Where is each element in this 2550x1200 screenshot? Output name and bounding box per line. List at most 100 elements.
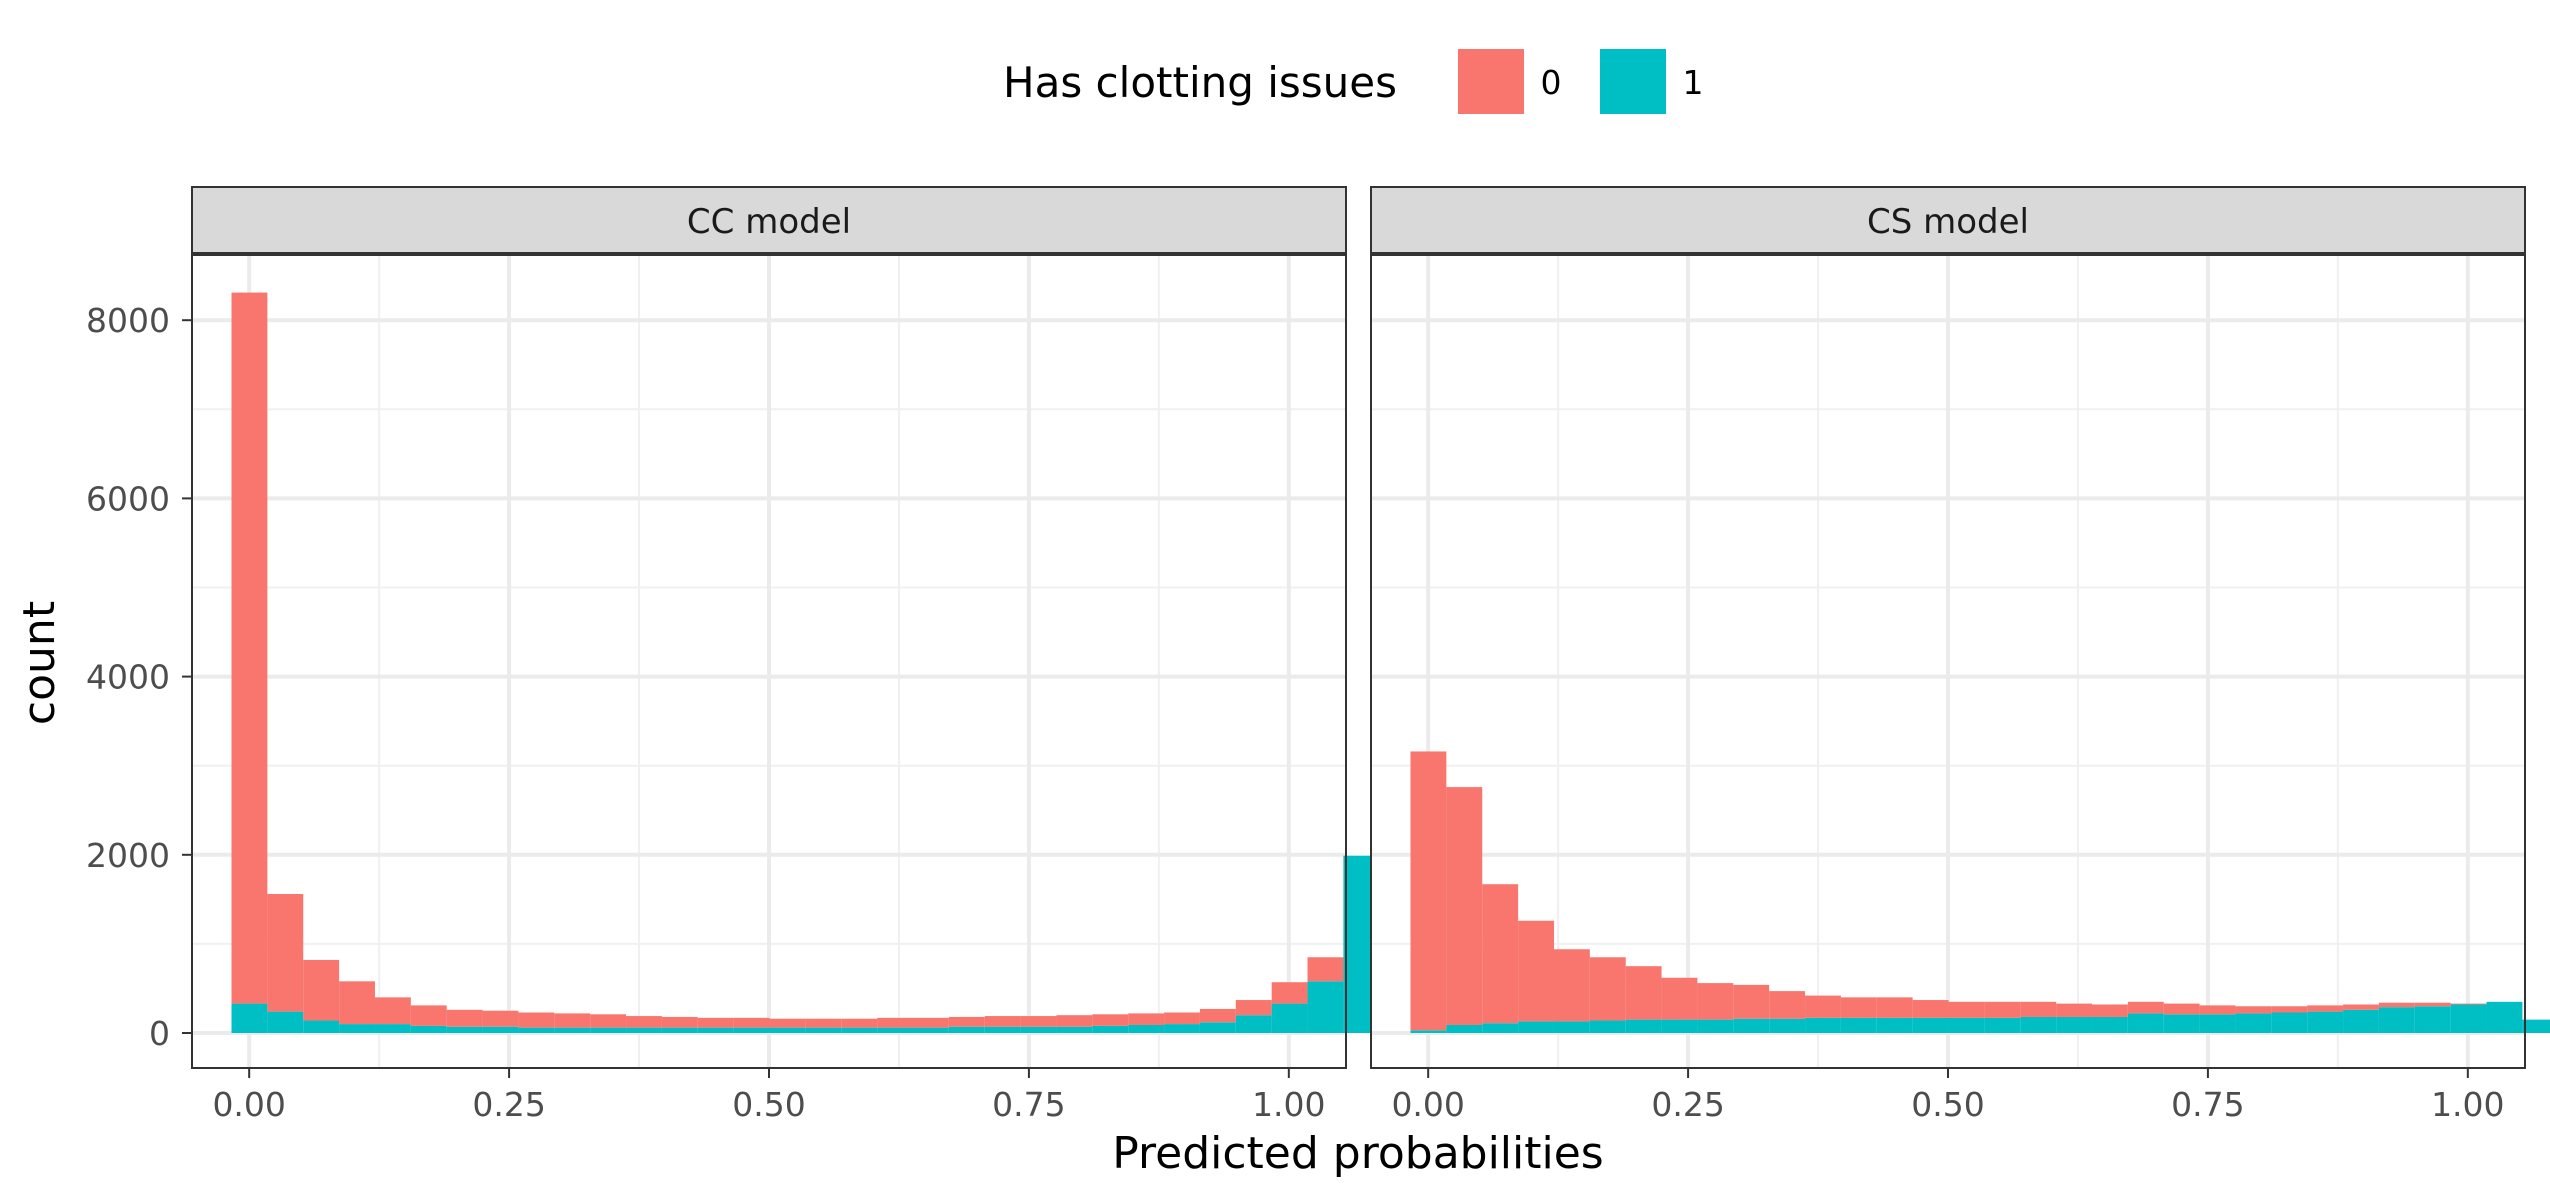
bar-class-1 [2056,1016,2092,1033]
bar-class-1 [1948,1017,1985,1033]
bar-class-1 [2486,1001,2523,1033]
bar-class-1 [1164,1024,1200,1033]
bar-class-1 [1876,1017,1913,1033]
bar-class-1 [2235,1013,2272,1033]
bar-class-1 [1769,1018,1806,1033]
y-tick-label: 8000 [86,301,170,340]
panel-2: CS model 0.00 0.25 0.50 0.75 1.00 [1370,186,2550,1124]
bar-class-1 [1805,1017,1841,1033]
bar-class-1 [2199,1014,2236,1033]
bar-class-1 [590,1027,627,1033]
bar-class-0 [1271,982,1308,1004]
bar-class-1 [1984,1017,2021,1033]
bar-class-1 [482,1026,519,1033]
bar-class-1 [2450,1004,2487,1033]
bar-class-1 [912,1027,949,1033]
bar-class-0 [1948,1001,1985,1018]
facet-strip [191,186,1347,255]
bar-class-1 [2522,1019,2550,1033]
bar-class-0 [1661,977,1698,1020]
bar-class-1 [984,1026,1021,1033]
legend-key-1 [1600,49,1666,114]
bar-class-0 [1446,787,1483,1025]
bar-class-1 [1128,1024,1165,1033]
x-tick-label: 0.75 [992,1085,1065,1124]
bar-class-0 [1912,1000,1949,1018]
facet-strip-label: CC model [687,202,851,242]
bar-class-1 [446,1026,483,1033]
x-tick-label: 0.00 [212,1085,285,1124]
bar-class-0 [661,1016,698,1028]
bar-class-0 [2020,1001,2057,1017]
bar-class-1 [2414,1006,2451,1033]
bar-class-1 [1625,1019,1662,1033]
bar-class-0 [1128,1013,1165,1025]
bar-class-0 [948,1016,985,1027]
bar-class-1 [518,1027,555,1033]
x-tick-label: 1.00 [2431,1085,2504,1124]
bar-class-0 [2199,1005,2236,1015]
y-axis: 0 2000 4000 6000 8000 [86,301,192,1053]
bar-class-0 [1235,1000,1272,1016]
bar-class-1 [626,1027,662,1033]
bar-class-0 [518,1012,555,1028]
bar-class-1 [2163,1014,2200,1033]
bar-class-1 [2271,1012,2308,1033]
bar-class-0 [733,1017,770,1028]
bar-class-1 [339,1024,375,1033]
x-tick-label: 1.00 [1252,1085,1325,1124]
bar-class-1 [1733,1018,1770,1033]
legend-key-0 [1458,49,1524,114]
bar-class-1 [1518,1021,1554,1033]
bar-class-1 [697,1027,734,1033]
bar-class-0 [1482,884,1519,1024]
bar-class-0 [339,981,375,1025]
bar-class-1 [2091,1016,2128,1033]
bar-class-0 [231,292,268,1004]
bar-class-0 [2163,1003,2200,1015]
legend-label-1: 1 [1683,63,1704,102]
bar-class-0 [482,1010,519,1027]
bar-class-0 [1984,1001,2021,1018]
y-tick-label: 0 [149,1014,170,1053]
bar-class-1 [948,1026,985,1033]
bar-class-1 [733,1027,770,1033]
bar-class-0 [590,1014,627,1028]
bar-class-0 [2127,1001,2164,1014]
bar-class-1 [1482,1023,1519,1033]
bar-class-0 [1199,1008,1236,1023]
legend-title: Has clotting issues [1003,58,1397,107]
x-tick-label: 0.00 [1391,1085,1464,1124]
bar-class-0 [1056,1015,1093,1027]
bar-class-0 [2450,1003,2487,1005]
bar-class-1 [1235,1015,1272,1033]
bar-class-0 [1092,1014,1129,1026]
legend-label-0: 0 [1541,63,1562,102]
x-tick-label: 0.75 [2171,1085,2244,1124]
bar-class-0 [1553,949,1590,1022]
bar-class-0 [2271,1006,2308,1013]
bar-class-0 [1164,1012,1200,1025]
bar-class-1 [1307,981,1344,1033]
panel-1: CC model 0.00 0.25 0.50 0.75 1.00 [191,186,1380,1124]
bar-class-1 [1553,1021,1590,1033]
bar-class-1 [267,1011,304,1033]
bar-class-1 [1661,1019,1698,1033]
bar-class-0 [2056,1003,2092,1017]
bar-class-1 [877,1027,913,1033]
bar-class-0 [410,1005,447,1026]
bar-class-0 [2414,1002,2451,1007]
bar-class-1 [1020,1026,1057,1033]
bar-class-0 [841,1018,878,1028]
bar-class-0 [1733,984,1770,1019]
bar-class-1 [1092,1025,1129,1033]
bar-class-1 [2307,1011,2344,1033]
bar-class-0 [805,1018,842,1028]
bar-class-0 [374,997,411,1025]
bar-class-0 [446,1009,483,1027]
bar-class-0 [1805,995,1841,1018]
bar-class-0 [1769,991,1806,1019]
bar-class-0 [1876,997,1913,1018]
x-tick-label: 0.50 [1911,1085,1984,1124]
